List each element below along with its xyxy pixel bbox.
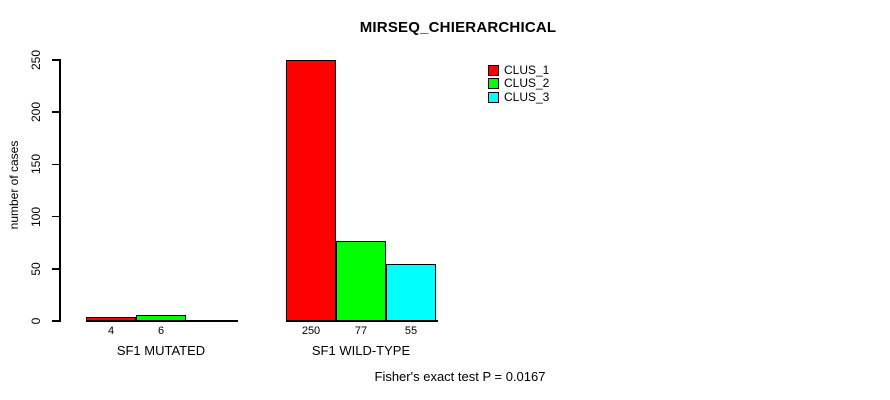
y-tick-label: 250 [29, 49, 43, 71]
legend-label: CLUS_1 [504, 63, 550, 78]
legend-label: CLUS_2 [504, 76, 550, 91]
bar-clus_1-group2 [286, 60, 336, 321]
x-group-label: SF1 MUTATED [116, 343, 206, 358]
bar-value-label: 4 [107, 325, 115, 337]
y-tick [52, 59, 59, 61]
legend-swatch-clus-2 [488, 78, 499, 90]
chart-title: MIRSEQ_CHIERARCHICAL [359, 19, 557, 36]
bar-clus_2-group2 [336, 240, 386, 321]
legend-item: CLUS_1 [488, 64, 549, 77]
y-axis-line [59, 59, 61, 322]
group-baseline [86, 320, 238, 322]
group-baseline [286, 320, 438, 322]
y-tick-label: 100 [29, 206, 43, 227]
bar-clus_1-group1 [86, 316, 136, 321]
y-tick-label: 200 [29, 102, 43, 123]
legend-item: CLUS_2 [488, 77, 549, 90]
y-tick [52, 268, 59, 270]
bar-clus_3-group2 [386, 263, 436, 321]
legend-label: CLUS_3 [504, 89, 550, 104]
y-tick [52, 215, 59, 218]
y-tick-label: 0 [29, 317, 43, 325]
legend-swatch-clus-1 [488, 65, 499, 77]
bar-value-label: 6 [157, 325, 165, 337]
legend-swatch-clus-3 [488, 91, 499, 103]
bar-value-label: 55 [404, 325, 418, 337]
legend-item: CLUS_3 [488, 89, 550, 104]
y-tick [52, 111, 59, 113]
y-tick-label: 50 [29, 262, 43, 276]
x-group-label: SF1 WILD-TYPE [311, 343, 411, 358]
bar-value-label: 250 [301, 325, 321, 337]
y-tick-label: 150 [29, 154, 43, 175]
legend: CLUS_1 CLUS_2 CLUS_3 [488, 64, 549, 104]
y-tick [52, 320, 59, 322]
fisher-test-annotation: Fisher's exact test P = 0.0167 [374, 369, 546, 384]
bar-value-label: 77 [354, 325, 368, 337]
y-tick [52, 163, 59, 166]
bar-clus_2-group1 [136, 314, 186, 321]
